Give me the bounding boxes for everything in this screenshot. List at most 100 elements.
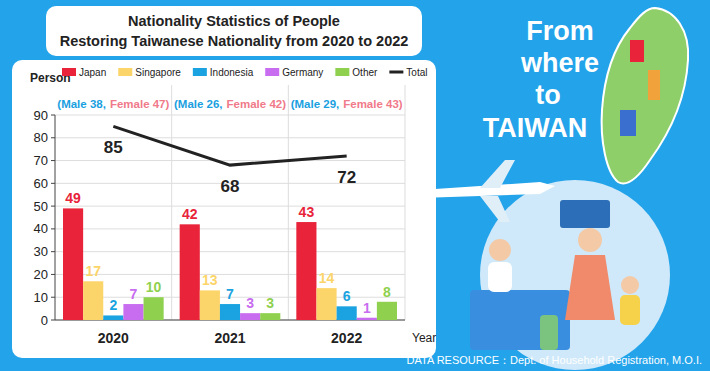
legend-swatch [118,68,132,76]
y-tick-label: 40 [34,221,48,236]
deco-island [602,8,689,183]
x-tick-label: 2020 [98,330,129,346]
bar [240,313,260,320]
bar [220,304,240,320]
legend-swatch [335,68,349,76]
y-tick [51,274,55,275]
deco-luggage [540,315,558,350]
bar [144,297,164,320]
y-tick-label: 90 [34,108,48,123]
deco-person [488,262,512,292]
grid-line [55,251,405,252]
deco-building [648,70,660,100]
gender-annotation: (Male 26,Female 42) [174,98,286,110]
male-annotation: (Male 38, [57,98,106,110]
background [0,0,710,371]
bar [103,315,123,320]
title-panel [46,6,422,56]
tagline: From [526,16,594,46]
x-tick-label: 2021 [214,330,245,346]
marks [63,126,397,320]
deco-person [578,228,602,252]
male-annotation: (Male 26, [174,98,223,110]
deco-building [630,40,644,62]
data-label: 49 [65,190,81,206]
data-label: 1 [363,300,371,316]
data-label: 3 [266,295,274,311]
bar [83,281,103,320]
title: Restoring Taiwanese Nationality from 202… [60,33,409,49]
grid-line [55,274,405,275]
y-tick-label: 30 [34,244,48,259]
grid-line [55,160,405,161]
female-annotation: Female 43) [343,98,403,110]
data-label: 13 [202,272,218,288]
legend-label: Singapore [135,67,181,78]
data-label: 7 [130,286,138,302]
category-divider [171,85,172,320]
y-tick-label: 0 [41,313,48,328]
data-label: 2 [109,297,117,313]
bar [316,288,336,320]
bar [296,222,316,320]
y-tick [51,115,55,116]
female-annotation: Female 47) [110,98,170,110]
data-label: 3 [246,295,254,311]
data-label: 68 [221,177,240,196]
y-tick-label: 50 [34,199,48,214]
y-tick [51,297,55,298]
chart-root: FromwheretoTAIWAN DATA RESOURCE：Dept. of … [0,0,710,371]
data-label: 17 [85,263,101,279]
deco-board [560,200,610,228]
grid-line [55,206,405,207]
grid-line [55,115,405,116]
gender-annotation: (Male 38, Female 47) [57,98,169,110]
data-label: 8 [383,284,391,300]
chart-panel [12,60,436,358]
title: Nationality Statistics of People [128,13,340,29]
legend-swatch [389,71,403,74]
y-tick [51,183,55,184]
deco-building [620,110,636,136]
category-divider [405,85,406,320]
deco-person [489,239,511,261]
y-tick [51,228,55,229]
bar [180,224,200,320]
data-label: 10 [146,279,162,295]
legend-label: Total [406,67,427,78]
deco-person [620,295,640,325]
data-label: 42 [182,206,198,222]
legend-swatch [62,68,76,76]
tagline: TAIWAN [483,113,587,143]
data-label: 85 [104,138,123,157]
data-label: 6 [343,288,351,304]
y-tick-label: 10 [34,290,48,305]
tagline: to [535,80,560,110]
deco-person [621,276,639,294]
legend-label: Indonesia [210,67,254,78]
deco-plane [480,196,510,222]
y-tick [51,251,55,252]
legend-label: Germany [282,67,323,78]
gender-annotation: (Male 29,Female 43) [291,98,403,110]
data-label: 14 [319,270,335,286]
legend-swatch [193,68,207,76]
line [113,126,346,165]
y-tick [51,206,55,207]
deco-counter [470,290,570,350]
data-label: 7 [226,286,234,302]
y-tick-label: 60 [34,176,48,191]
bar [357,318,377,320]
male-annotation: (Male 29, [291,98,340,110]
bar [200,290,220,320]
source: DATA RESOURCE：Dept. of Household Registr… [407,354,702,366]
data-label: 43 [299,204,315,220]
deco-plane [480,160,515,188]
y-tick [51,320,55,321]
y-tick-label: 20 [34,267,48,282]
y-tick-label: 70 [34,153,48,168]
tagline: where [520,48,599,78]
x-tick-label: 2022 [331,330,362,346]
y-tick [51,137,55,138]
category-divider [288,85,289,320]
